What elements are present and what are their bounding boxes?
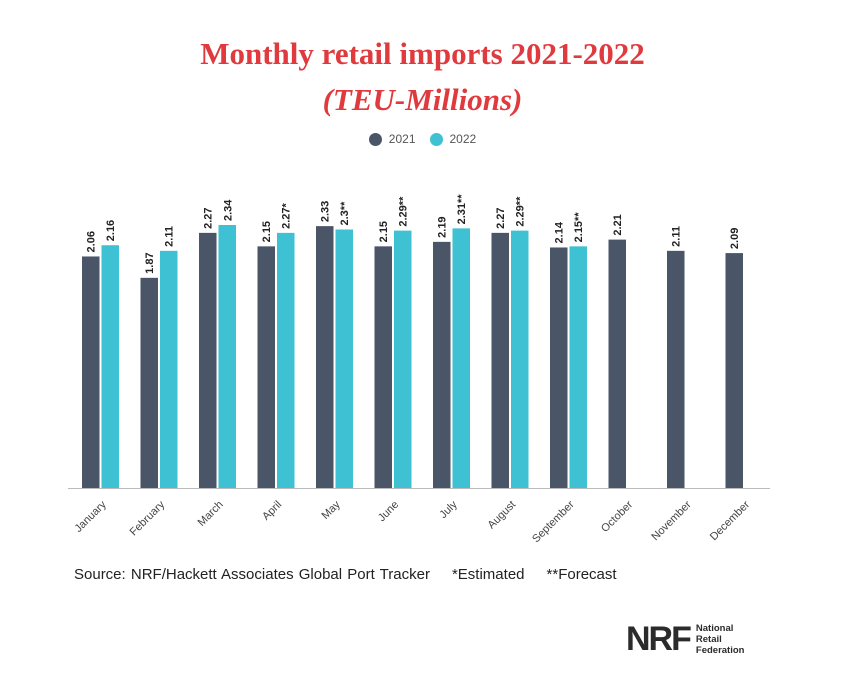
x-tick-label-january: January [73, 498, 110, 535]
bar-2022-may [335, 229, 353, 488]
data-label-2021-july: 2.19 [437, 216, 449, 237]
x-tick-label-june: June [376, 499, 401, 524]
bar-2021-may [316, 226, 334, 488]
bar-2021-july [433, 241, 451, 488]
legend-item-2021: 2021 [368, 132, 416, 146]
chart-title: Monthly retail imports 2021-2022 [200, 36, 645, 71]
data-label-2022-august: 2.29** [515, 196, 527, 227]
x-tick-label-july: July [437, 498, 460, 521]
x-tick-label-august: August [486, 499, 519, 532]
estimated-note: *Estimated [451, 566, 525, 583]
bar-2022-february [160, 250, 178, 488]
legend-swatch-2021 [368, 132, 382, 146]
data-label-2021-december: 2.09 [729, 228, 741, 249]
data-label-2021-august: 2.27 [495, 207, 507, 228]
source-note: Source: NRF/Hackett Associates Global Po… [74, 566, 639, 583]
data-label-2022-september: 2.15** [573, 212, 585, 243]
nrf-logo-text: National Retail Federation [696, 623, 745, 656]
nrf-logo-line3: Federation [695, 644, 745, 656]
bar-2022-march [218, 225, 236, 488]
bar-2021-december [725, 253, 743, 488]
data-label-2021-march: 2.27 [203, 207, 215, 228]
bar-2021-february [140, 277, 158, 488]
legend-label-2022: 2022 [449, 132, 477, 146]
chart-subtitle: (TEU-Millions) [322, 82, 523, 117]
x-tick-label-september: September [530, 498, 577, 545]
nrf-logo-line2: Retail [695, 633, 722, 645]
data-label-2022-february: 2.11 [164, 226, 176, 247]
x-tick-label-october: October [599, 498, 635, 534]
bar-2022-april [277, 232, 295, 488]
bar-2022-august [511, 230, 529, 488]
nrf-logo-mark: NRF [626, 620, 692, 658]
bar-2021-march [199, 232, 217, 488]
source-text: Source: NRF/Hackett Associates Global Po… [74, 566, 430, 583]
data-label-2022-june: 2.29** [398, 196, 410, 227]
data-label-2021-may: 2.33 [320, 201, 332, 222]
bar-2021-june [374, 246, 392, 488]
data-label-2021-june: 2.15 [378, 221, 390, 242]
bar-2021-september [550, 247, 568, 488]
data-label-2021-february: 1.87 [144, 252, 156, 273]
x-tick-label-december: December [708, 498, 753, 543]
bar-2021-october [608, 239, 626, 488]
nrf-logo: NRF National Retail Federation [626, 622, 744, 656]
legend-swatch-2022 [429, 132, 443, 146]
bar-chart: 2.06 2.16 January 1.87 2.11 February 2.27 2.34 M… [68, 194, 770, 545]
bar-2022-september [569, 246, 587, 488]
x-tick-label-april: April [260, 499, 284, 523]
nrf-logo-line1: National [695, 622, 734, 634]
bar-2021-november [667, 250, 685, 488]
bar-2021-january [82, 256, 100, 488]
data-label-2022-may: 2.3** [339, 201, 351, 226]
x-tick-label-november: November [649, 498, 694, 543]
data-label-2022-april: 2.27* [281, 202, 293, 228]
data-label-2022-january: 2.16 [105, 220, 117, 241]
x-tick-label-may: May [320, 498, 344, 522]
bar-2022-june [394, 230, 412, 488]
bar-2022-january [101, 245, 119, 488]
x-tick-label-march: March [196, 499, 226, 529]
legend-item-2022: 2022 [429, 132, 477, 146]
data-label-2022-july: 2.31** [456, 194, 468, 225]
forecast-note: **Forecast [546, 566, 617, 583]
legend-label-2021: 2021 [388, 132, 416, 146]
data-label-2021-january: 2.06 [86, 231, 98, 252]
data-label-2021-september: 2.14 [554, 221, 566, 243]
bar-2021-april [257, 246, 275, 488]
data-label-2021-october: 2.21 [612, 214, 624, 235]
x-tick-label-february: February [128, 498, 168, 538]
data-label-2021-november: 2.11 [671, 226, 683, 247]
data-label-2021-april: 2.15 [261, 221, 273, 242]
bar-2021-august [491, 232, 509, 488]
bar-2022-july [452, 228, 470, 488]
legend: 2021 2022 [0, 132, 845, 146]
data-label-2022-march: 2.34 [222, 199, 234, 221]
